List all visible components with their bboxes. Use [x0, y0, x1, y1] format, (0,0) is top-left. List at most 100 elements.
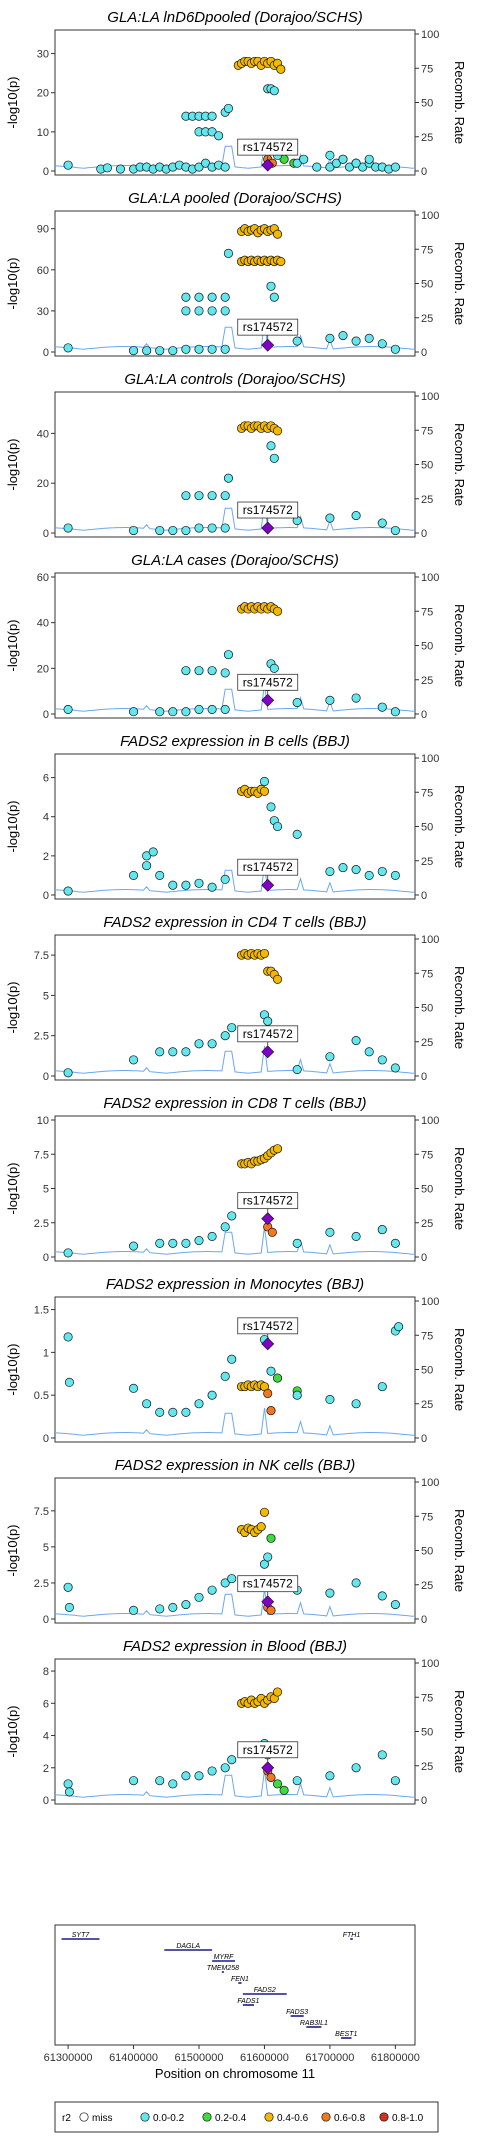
lead-snp-label-box [237, 858, 299, 876]
y-tick-label: 0.5 [34, 1390, 49, 1402]
data-point [155, 707, 165, 717]
data-point [325, 162, 335, 172]
lead-snp-marker [261, 521, 275, 535]
data-point [194, 1236, 204, 1246]
panel-6: FADS2 expression in CD8 T cells (BBJ) 0 2.… [5, 1095, 467, 1264]
legend-frame [54, 2101, 439, 2133]
data-point [390, 1238, 400, 1248]
data-point [266, 1772, 276, 1782]
gene-label: BEST1 [335, 2031, 357, 2038]
data-point [272, 1144, 283, 1154]
data-point [128, 707, 139, 717]
y-tick-label: 0 [43, 1433, 49, 1445]
recomb-tick-label: 0 [421, 1614, 427, 1626]
recomb-tick-label: 25 [421, 132, 433, 144]
data-point [351, 1763, 361, 1773]
plot-frame [54, 391, 416, 538]
data-point [364, 154, 374, 164]
data-point [155, 870, 165, 880]
data-point [207, 127, 217, 137]
recomb-rate-line [54, 1588, 416, 1617]
data-point [155, 346, 165, 356]
recomb-tick-label: 50 [421, 1727, 433, 1739]
data-point [128, 1383, 139, 1393]
data-point [364, 1047, 374, 1057]
plot-frame [54, 753, 416, 900]
panel-title: FADS2 expression in Blood (BBJ) [123, 1638, 347, 1655]
y-tick-label: 7.5 [34, 950, 49, 962]
recomb-tick-label: 75 [421, 1511, 433, 1523]
data-point [220, 1578, 230, 1588]
lead-snp-marker [261, 1045, 275, 1059]
lead-snp-label-box [237, 1025, 299, 1043]
y-tick-label: 6 [43, 1698, 49, 1710]
data-point [259, 948, 270, 959]
data-point [312, 162, 322, 172]
data-point [325, 695, 335, 705]
data-point [194, 491, 204, 501]
recomb-tick-label: 75 [421, 1330, 433, 1342]
legend: r2 miss 0.0-0.2 0.2-0.4 0.4-0.6 0.6-0.8 0.8-1.… [54, 2101, 439, 2133]
data-point [325, 333, 335, 343]
data-point [276, 257, 286, 267]
data-point [181, 1407, 191, 1417]
data-point [207, 292, 217, 302]
data-point [207, 704, 217, 714]
recomb-tick-label: 25 [421, 1218, 433, 1230]
data-point [377, 339, 387, 349]
data-point [102, 163, 112, 173]
data-point [194, 344, 204, 354]
data-point [390, 1600, 400, 1610]
recomb-tick-label: 100 [421, 572, 439, 584]
data-point [390, 344, 400, 354]
lead-snp-marker [261, 1761, 275, 1775]
data-point [168, 1047, 178, 1057]
y-tick-label: 30 [37, 49, 49, 61]
data-point [207, 1585, 217, 1595]
recomb-tick-label: 50 [421, 460, 433, 472]
y-tick-label: 2 [43, 1763, 49, 1775]
data-point [269, 663, 279, 673]
data-point [364, 870, 374, 880]
data-point [220, 668, 230, 678]
recomb-tick-label: 75 [421, 1692, 433, 1704]
data-point [390, 707, 400, 717]
recomb-tick-label: 0 [421, 1252, 427, 1264]
y-tick-label: 2 [43, 851, 49, 863]
data-point [128, 870, 139, 880]
data-point [351, 693, 361, 703]
panel-4: FADS2 expression in B cells (BBJ) 0 2 4 6 0 25… [5, 733, 467, 902]
data-point [266, 1533, 276, 1543]
data-point [181, 1771, 191, 1781]
data-point [63, 886, 73, 896]
data-point [207, 666, 217, 676]
y-tick-label: 7.5 [34, 1149, 49, 1161]
y-tick-label: 60 [37, 265, 49, 277]
data-point [269, 292, 279, 302]
recomb-tick-label: 50 [421, 98, 433, 110]
data-point [390, 162, 400, 172]
data-point [325, 1394, 335, 1405]
data-point [299, 154, 309, 164]
recomb-tick-label: 25 [421, 856, 433, 868]
y-tick-label: 5 [43, 1542, 49, 1554]
panel-7: FADS2 expression in Monocytes (BBJ) 0 0.5 1… [5, 1276, 467, 1445]
data-point [338, 863, 348, 873]
data-point [168, 525, 178, 536]
y-axis-label: -log10(p) [5, 257, 20, 309]
recomb-tick-label: 0 [421, 347, 427, 359]
y-tick-label: 1.5 [34, 1305, 49, 1317]
recomb-axis-label: Recomb. Rate [452, 1509, 467, 1592]
y-tick-label: 0 [43, 1071, 49, 1083]
recomb-tick-label: 0 [421, 166, 427, 178]
y-tick-label: 4 [43, 812, 49, 824]
recomb-tick-label: 25 [421, 675, 433, 687]
panel-title: GLA:LA cases (Dorajoo/SCHS) [131, 552, 339, 569]
data-point [292, 336, 302, 346]
data-point [168, 880, 178, 890]
data-point [272, 974, 283, 984]
data-point [63, 343, 73, 353]
data-point [220, 704, 230, 714]
y-axis-label: -log10(p) [5, 619, 20, 671]
